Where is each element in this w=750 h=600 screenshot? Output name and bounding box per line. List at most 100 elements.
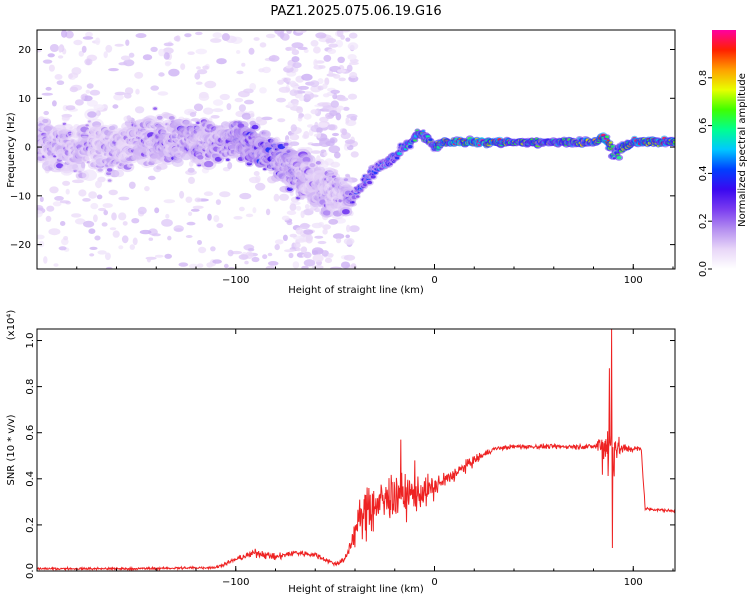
noise-blob xyxy=(322,83,328,89)
noise-blob xyxy=(69,86,79,93)
noise-blob xyxy=(253,37,260,41)
ridge-halo xyxy=(153,165,162,173)
spectrogram-x-axis-label: Height of straight line (km) xyxy=(288,285,424,296)
noise-blob xyxy=(178,262,189,267)
noise-blob xyxy=(206,262,214,268)
noise-blob xyxy=(108,189,118,196)
x-tick-label: 0 xyxy=(431,577,437,588)
noise-blob xyxy=(52,100,57,107)
colorbar-tick-label: 0.8 xyxy=(698,70,709,86)
ridge-core xyxy=(407,145,413,149)
noise-blob xyxy=(37,234,45,240)
noise-blob xyxy=(221,33,230,41)
ridge-core xyxy=(153,107,158,110)
noise-blob xyxy=(198,246,207,254)
noise-blob xyxy=(276,97,286,103)
noise-blob xyxy=(286,30,292,34)
noise-blob xyxy=(268,55,280,62)
noise-blob xyxy=(334,151,341,159)
snr-panel: −100 0 100 0.0 0.2 0.4 0.6 0.8 1.0 Height of st… xyxy=(6,310,676,595)
noise-blob xyxy=(48,228,61,236)
noise-blob xyxy=(247,248,255,252)
noise-blob xyxy=(340,261,351,269)
noise-blob xyxy=(303,259,316,267)
noise-blob xyxy=(284,249,295,253)
noise-blob xyxy=(163,52,170,60)
noise-blob xyxy=(285,46,296,51)
noise-blob xyxy=(303,131,310,139)
noise-blob xyxy=(173,36,180,42)
noise-blob xyxy=(164,61,171,67)
noise-blob xyxy=(279,193,289,201)
noise-blob xyxy=(74,99,84,106)
noise-blob xyxy=(238,90,250,98)
noise-blob xyxy=(163,42,174,47)
noise-blob xyxy=(310,40,319,47)
noise-blob xyxy=(114,91,126,96)
noise-blob xyxy=(132,237,138,246)
noise-blob xyxy=(234,97,244,103)
noise-blob xyxy=(86,83,94,89)
noise-blob xyxy=(315,32,327,39)
colorbar-tick-label: 0.2 xyxy=(698,213,709,229)
noise-blob xyxy=(185,235,193,238)
ridge-core xyxy=(129,163,133,167)
noise-blob xyxy=(328,145,341,154)
noise-blob xyxy=(210,38,222,43)
noise-blob xyxy=(303,229,314,235)
noise-blob xyxy=(238,104,246,112)
noise-blob xyxy=(296,205,302,211)
noise-blob xyxy=(317,240,327,245)
noise-blob xyxy=(333,74,341,79)
noise-blob xyxy=(134,71,144,79)
noise-blob xyxy=(311,222,323,229)
noise-blob xyxy=(128,52,135,58)
colorbar-tick-label: 0.0 xyxy=(698,261,709,277)
noise-blob xyxy=(312,254,324,263)
noise-blob xyxy=(48,64,55,72)
noise-blob xyxy=(296,247,302,252)
noise-blob xyxy=(252,207,257,214)
noise-blob xyxy=(59,200,70,204)
y-tick-label: 20 xyxy=(18,45,31,56)
ridge-core xyxy=(251,124,259,130)
noise-blob xyxy=(187,51,195,55)
noise-blob xyxy=(227,162,233,170)
noise-blob xyxy=(323,54,332,62)
noise-blob xyxy=(236,50,241,54)
noise-blob xyxy=(43,110,49,116)
noise-blob xyxy=(265,33,276,39)
noise-blob xyxy=(330,266,342,269)
noise-blob xyxy=(74,218,86,225)
noise-blob xyxy=(277,79,284,85)
noise-blob xyxy=(279,31,284,39)
noise-blob xyxy=(347,93,358,100)
noise-blob xyxy=(78,50,85,57)
noise-blob xyxy=(173,225,184,233)
noise-blob xyxy=(292,100,299,107)
noise-blob xyxy=(303,48,309,54)
noise-blob xyxy=(313,59,318,67)
noise-blob xyxy=(61,30,68,38)
noise-blob xyxy=(325,140,335,147)
noise-blob xyxy=(95,180,102,189)
noise-blob xyxy=(338,77,346,82)
snr-plot-area xyxy=(37,329,675,571)
noise-blob xyxy=(223,263,229,269)
noise-blob xyxy=(114,43,124,47)
noise-blob xyxy=(300,246,308,254)
noise-blob xyxy=(112,230,120,238)
noise-blob xyxy=(310,94,319,98)
noise-blob xyxy=(104,252,111,261)
noise-blob xyxy=(281,215,290,221)
noise-blob xyxy=(285,65,293,69)
noise-blob xyxy=(336,238,342,244)
ridge-halo xyxy=(262,131,270,137)
noise-blob xyxy=(348,32,358,39)
noise-blob xyxy=(289,89,298,96)
noise-blob xyxy=(108,68,119,72)
noise-blob xyxy=(350,151,359,158)
noise-blob xyxy=(349,61,359,65)
noise-blob xyxy=(71,213,82,218)
noise-blob xyxy=(203,107,214,115)
